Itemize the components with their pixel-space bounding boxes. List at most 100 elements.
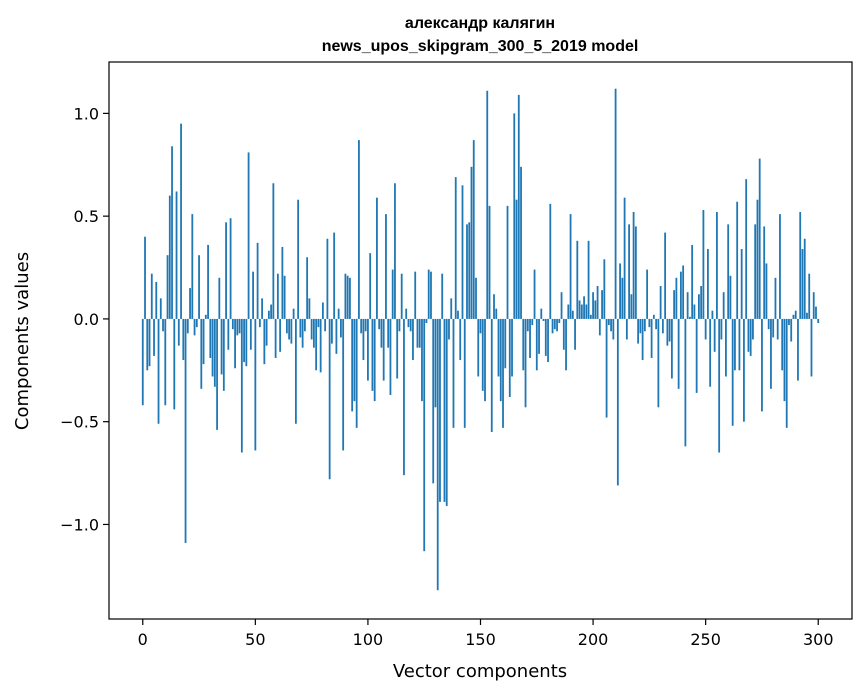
bar: [625, 318, 628, 340]
bar: [148, 318, 151, 367]
bar: [623, 197, 626, 319]
bar: [722, 292, 725, 319]
bar: [686, 292, 689, 319]
bar: [283, 275, 286, 319]
bar: [468, 222, 471, 319]
bar: [794, 310, 797, 319]
chart-title-line2: news_upos_skipgram_300_5_2019 model: [322, 38, 639, 55]
bar: [340, 318, 342, 338]
bar: [276, 273, 279, 319]
bar: [227, 318, 230, 350]
bar: [369, 253, 372, 319]
bar: [504, 318, 507, 369]
bar: [231, 318, 234, 330]
bar: [790, 318, 793, 342]
x-tick-label: 100: [353, 630, 384, 649]
bar: [774, 277, 777, 319]
y-tick-label: 1.0: [74, 104, 99, 123]
bar: [698, 294, 700, 319]
bar: [641, 318, 644, 361]
bar: [542, 318, 545, 321]
bar: [479, 318, 482, 334]
bar: [292, 308, 295, 319]
bar: [531, 318, 534, 326]
bar: [571, 310, 574, 319]
bar: [700, 286, 703, 319]
bar: [461, 185, 464, 319]
bar: [414, 271, 417, 319]
bar: [682, 265, 685, 319]
bar: [245, 318, 248, 367]
plot-frame: [108, 61, 853, 620]
bar: [589, 314, 592, 319]
bar: [652, 314, 655, 319]
bar: [189, 288, 191, 319]
bar: [752, 318, 754, 340]
bar: [378, 318, 381, 330]
bar: [389, 318, 392, 395]
bar: [141, 318, 144, 406]
bar: [776, 318, 779, 340]
bar: [193, 318, 196, 336]
bar: [643, 318, 646, 332]
bar: [236, 318, 239, 336]
bar: [585, 304, 588, 319]
bar: [520, 166, 522, 319]
bar: [358, 140, 360, 319]
bar: [475, 277, 477, 319]
bar: [387, 318, 390, 348]
bar: [243, 318, 245, 363]
bar: [351, 318, 354, 412]
bar: [675, 277, 678, 319]
bar: [281, 246, 284, 319]
bar: [317, 318, 320, 328]
bar: [655, 318, 658, 330]
y-tick-label: 0.0: [74, 310, 99, 329]
bar: [569, 214, 572, 319]
bar: [421, 318, 423, 402]
bar: [184, 318, 187, 543]
bar: [434, 318, 437, 408]
bar: [661, 318, 664, 334]
bar: [459, 318, 462, 361]
bar: [508, 318, 511, 398]
bar: [166, 255, 169, 319]
bar: [448, 318, 450, 340]
bar: [418, 318, 421, 348]
bar: [707, 249, 709, 319]
bar: [207, 244, 209, 319]
bar: [234, 318, 236, 369]
bar: [463, 318, 466, 428]
bar: [594, 300, 597, 319]
bar: [240, 318, 243, 453]
bar: [209, 318, 212, 358]
bar: [614, 88, 617, 319]
bar: [177, 318, 180, 346]
bar: [202, 318, 205, 365]
bar: [650, 318, 653, 358]
bar: [198, 255, 200, 319]
bar: [801, 249, 804, 319]
bar: [544, 318, 547, 356]
bar: [294, 318, 297, 424]
bar: [603, 259, 606, 319]
bar: [229, 218, 232, 319]
y-axis-ticks: −1.0 −0.5 0.0 0.5 1.0: [60, 104, 109, 534]
bar: [619, 263, 621, 319]
bar: [349, 277, 351, 319]
bar: [191, 214, 194, 319]
x-tick-label: 50: [245, 630, 265, 649]
bar: [567, 304, 570, 319]
bar: [605, 318, 608, 418]
bar: [758, 158, 761, 319]
bar: [630, 294, 633, 319]
bar: [720, 318, 723, 340]
bar: [162, 318, 164, 332]
bar: [484, 318, 486, 402]
bar: [308, 298, 311, 319]
bar: [328, 318, 331, 480]
bar: [159, 298, 162, 319]
chart-title-line1: александр калягин: [405, 15, 555, 32]
bar: [265, 318, 268, 346]
bar: [146, 318, 149, 371]
